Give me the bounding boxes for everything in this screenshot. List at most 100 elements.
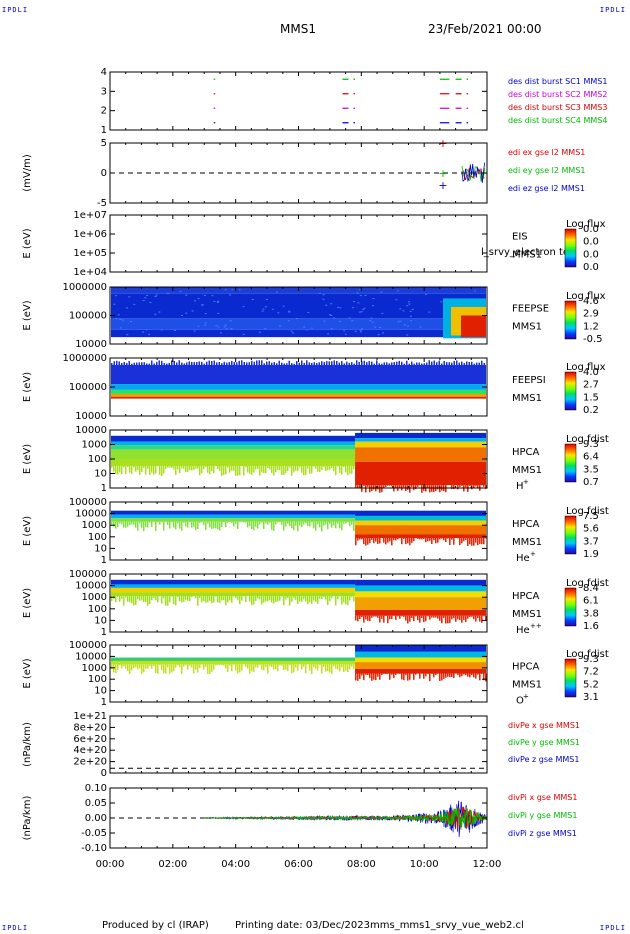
hpca_h-band-before-fringe (263, 465, 265, 474)
hpca_h-band-before-fringe (221, 465, 223, 476)
hpca_o-instrument-label: HPCA (512, 662, 540, 673)
hpca_h-band-before-fringe (299, 465, 301, 468)
hpca_he-band-before-fringe (159, 521, 161, 525)
hpca_h-band-before-fringe (111, 465, 113, 468)
hpca_h-band-before-fringe (247, 465, 249, 473)
hpca_he-band-before-fringe (327, 521, 329, 530)
hpca_o-species-charge: + (523, 693, 529, 701)
hpca_o-colorbar-tick-label: 5.2 (583, 679, 599, 690)
hpca_o-band-before-fringe (303, 664, 305, 667)
hpca_hepp-colorbar-title: Log fdist (566, 578, 609, 589)
hpca_hepp-band-before-fringe (153, 596, 155, 598)
hpca_hepp-band-before-fringe (325, 596, 327, 600)
hpca_h-band-after-fringe (453, 485, 455, 490)
feepsi-upper-noise (331, 361, 333, 374)
hpca_h-band-before-fringe (337, 465, 339, 467)
hpca_hepp-band-after-fringe (427, 615, 429, 617)
hpca_hepp-band-before-fringe (225, 596, 227, 606)
hpca_o-band-after-fringe (361, 673, 363, 676)
feepse-speckle (185, 294, 188, 296)
hpca_he-band-after-fringe (389, 537, 391, 542)
hpca_he-band-after-fringe (435, 537, 437, 544)
hpca_hepp-band-before-fringe (303, 596, 305, 600)
hpca_o-band-after-fringe (429, 673, 431, 682)
hpca_hepp-band-before-fringe (177, 596, 179, 598)
hpca_hepp-band-after-fringe (463, 615, 465, 620)
hpca_o-band-before-fringe (229, 664, 231, 666)
footer-produced: Produced by cl (IRAP) (102, 920, 209, 931)
hpca_he-band-after-fringe (471, 537, 473, 546)
hpca_he-band-after-fringe (443, 537, 445, 541)
hpca_o-band-before-fringe (267, 664, 269, 674)
feepsi-upper-noise (298, 362, 300, 371)
hpca_hepp-band-after-fringe (359, 615, 361, 620)
hpca_o-band-after-fringe (449, 673, 451, 678)
hpca_hepp-band-before-fringe (295, 596, 297, 600)
hpca_o-band-before-fringe (289, 664, 291, 666)
hpca_he-band-before-fringe (261, 521, 263, 523)
feepse-speckle (358, 311, 361, 313)
hpca_h-band-before-fringe (185, 465, 187, 473)
hpca_o-band-after-fringe (469, 673, 471, 678)
hpca_o-band-before-fringe (353, 664, 355, 669)
feepse-colorbar-tick-label: 2.9 (583, 309, 599, 320)
hpca_o-band-before-fringe (305, 664, 307, 674)
hpca_h-colorbar-tick-label: 3.5 (583, 464, 599, 475)
feepsi-upper-noise (323, 362, 325, 372)
feepsi-upper-noise (258, 360, 260, 376)
hpca_h-band-before-fringe (193, 465, 195, 471)
hpca_h-band-after-fringe (459, 485, 461, 487)
hpca_o-band-after-fringe (453, 673, 455, 679)
hpca_he-band-before-fringe (353, 521, 355, 532)
hpca_hepp-band-before-fringe (133, 596, 135, 606)
feepsi-upper-noise (318, 362, 320, 372)
feepse-speckle (201, 304, 204, 306)
hpca_hepp-band-before-fringe (131, 596, 133, 604)
hpca_he-band-before-fringe (135, 521, 137, 528)
divpe-frame (109, 715, 488, 774)
feepsi-upper-noise (241, 360, 243, 376)
feepse-y-tick-label: 100000 (69, 311, 107, 322)
hpca_he-band-before-fringe (331, 521, 333, 528)
hpca_he-band-after-fringe (477, 537, 479, 546)
hpca_hepp-band-after-fringe (397, 615, 399, 617)
hpca_hepp-band-after-fringe (407, 615, 409, 624)
feepse-speckle (229, 320, 232, 322)
hpca_he-band-after (355, 534, 486, 538)
hpca_h-band-before-fringe (335, 465, 337, 476)
hpca_hepp-band-after (355, 579, 486, 586)
feepsi-upper-noise (301, 360, 303, 376)
hpca_o-band-before-fringe (157, 664, 159, 674)
feepsi-upper-noise (198, 361, 200, 374)
feepse-speckle (217, 300, 220, 302)
hpca_o-band-before-fringe (285, 664, 287, 670)
hpca_he-band-before-fringe (267, 521, 269, 525)
hpca_hepp-band-after-fringe (369, 615, 371, 622)
hpca_h-band-before-fringe (177, 465, 179, 470)
hpca_hepp-y-tick-label: 1 (101, 627, 107, 638)
hpca_h-band-before-fringe (231, 465, 233, 471)
feepse-speckle (271, 308, 274, 310)
hpca_hepp-band-before-fringe (331, 596, 333, 599)
feepse-speckle (204, 324, 207, 326)
hpca_o-band-before-fringe (213, 664, 215, 670)
hpca_h-band-before-fringe (353, 465, 355, 470)
divpi-y-tick-label: 0.00 (85, 813, 107, 824)
eis-colorbar-tick-label: 0.0 (583, 262, 599, 273)
feepsi-upper-noise (158, 360, 160, 376)
hpca_he-band-before-fringe (319, 521, 321, 528)
feepse-speckle (290, 330, 293, 332)
feepsi-upper-noise (363, 360, 365, 375)
hpca_he-band-before-fringe (137, 521, 139, 531)
feepsi-upper-noise (296, 361, 298, 375)
hpca_o-band-after-fringe (477, 673, 479, 675)
hpca_hepp-band-after-fringe (481, 615, 483, 623)
hpca_hepp-band-before-fringe (117, 596, 119, 597)
feepsi-upper-noise (218, 362, 220, 372)
hpca_h-band-before-fringe (179, 465, 181, 474)
feepsi-upper-noise (226, 362, 228, 371)
feepsi-upper-noise (196, 362, 198, 372)
feepsi-upper-noise (193, 362, 195, 372)
hpca_hepp-band-before-fringe (241, 596, 243, 601)
hpca_h-band-before-fringe (117, 465, 119, 475)
